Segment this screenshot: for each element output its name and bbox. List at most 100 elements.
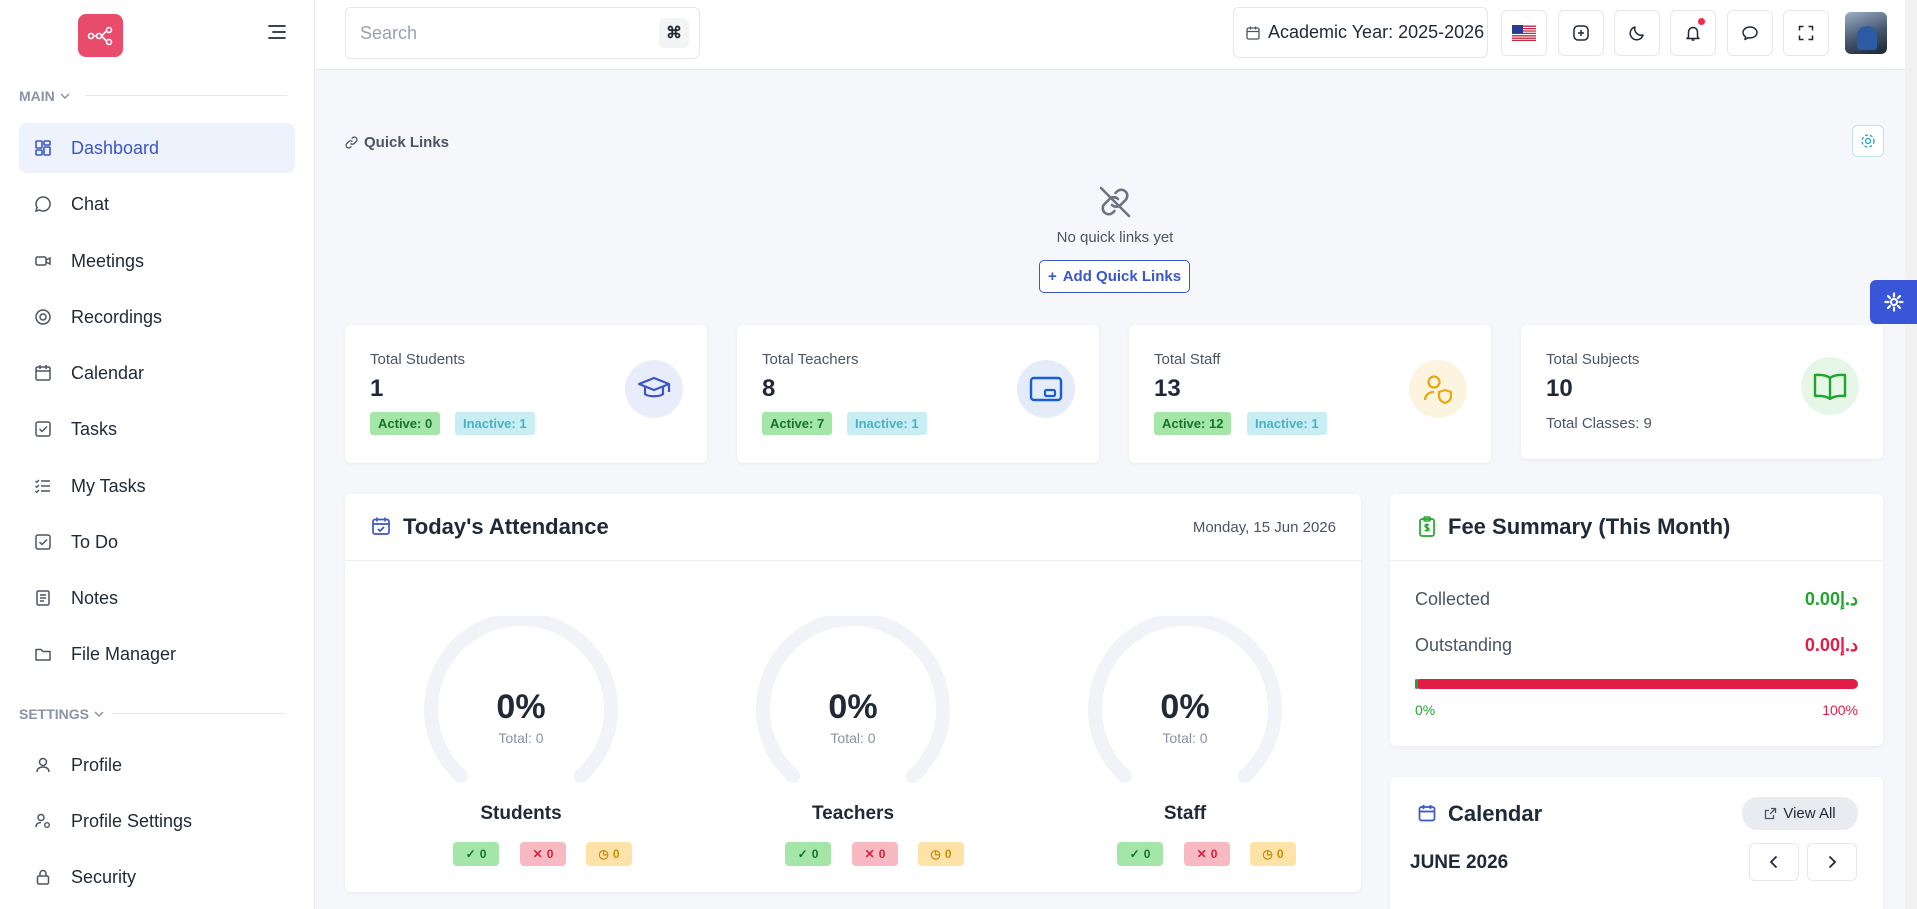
total-classes-text: Total Classes: 9 (1546, 415, 1652, 432)
sidebar-item-file-manager[interactable]: File Manager (19, 629, 295, 679)
collected-value: 0.00د.إ (1804, 589, 1858, 609)
sidebar-item-tasks[interactable]: Tasks (19, 404, 295, 454)
absent-count: 0 (1210, 847, 1218, 861)
chevron-down-icon (60, 93, 70, 100)
link-icon (345, 136, 358, 149)
calendar-icon (1418, 804, 1436, 822)
collection-progress-fill (1415, 679, 1418, 689)
fullscreen-button[interactable] (1783, 10, 1829, 56)
clock-icon: ◷ (1262, 847, 1273, 861)
gauge-label: Teachers (811, 803, 895, 824)
page-scrollbar[interactable] (1905, 0, 1917, 909)
sidebar-item-profile-settings[interactable]: Profile Settings (19, 796, 295, 846)
sidebar: MAIN Dashboard Chat Meetings Recordings … (0, 0, 315, 909)
avatar[interactable] (1845, 12, 1887, 54)
add-quick-links-label: Add Quick Links (1062, 268, 1182, 285)
absent-chip: ✕ 0 (852, 842, 898, 866)
clock-icon: ◷ (598, 847, 609, 861)
gauge-percent: 0% (496, 688, 546, 726)
messages-button[interactable] (1727, 10, 1773, 56)
sidebar-item-meetings[interactable]: Meetings (19, 236, 295, 286)
view-all-button[interactable]: View All (1742, 797, 1858, 830)
sidebar-item-calendar[interactable]: Calendar (19, 348, 295, 398)
gear-icon (1861, 134, 1875, 148)
section-main-label: MAIN (19, 88, 55, 104)
sidebar-item-dashboard[interactable]: Dashboard (19, 123, 295, 173)
notes-icon (31, 586, 55, 610)
attendance-title: Today's Attendance (403, 514, 609, 539)
gauge-ring (1088, 616, 1282, 783)
user-icon (31, 753, 55, 777)
link-off-icon (1096, 183, 1134, 221)
academic-year-label: Academic Year: 2025-2026 (1268, 22, 1485, 42)
calendar-title: Calendar (1448, 801, 1543, 826)
theme-settings-button[interactable] (1870, 280, 1917, 324)
sidebar-item-notes[interactable]: Notes (19, 573, 295, 623)
quick-links-title: Quick Links (345, 134, 449, 151)
calendar-icon (1246, 26, 1260, 40)
late-count: 0 (944, 847, 952, 861)
stat-value: 8 (762, 375, 776, 402)
absent-count: 0 (546, 847, 554, 861)
record-icon (31, 305, 55, 329)
chalkboard-icon (1017, 360, 1075, 418)
stat-card-teachers[interactable]: Total Teachers 8 Active: 7 Inactive: 1 (737, 325, 1099, 463)
sidebar-item-security[interactable]: Security (19, 852, 295, 902)
section-settings-label: SETTINGS (19, 706, 90, 722)
notifications-button[interactable] (1670, 10, 1716, 56)
quick-links-settings-button[interactable] (1852, 125, 1884, 157)
us-flag-icon (1512, 25, 1536, 41)
chevron-right-icon (1828, 855, 1837, 869)
sidebar-item-label: Dashboard (71, 137, 160, 158)
plus-icon: + (1047, 268, 1057, 285)
sidebar-collapse-button[interactable] (268, 24, 286, 40)
view-all-label: View All (1783, 805, 1836, 822)
stat-card-students[interactable]: Total Students 1 Active: 0 Inactive: 1 (345, 325, 707, 463)
app-logo[interactable] (78, 14, 123, 57)
sidebar-item-label: File Manager (71, 643, 177, 664)
check-icon: ✓ (465, 847, 476, 861)
absent-chip: ✕ 0 (1184, 842, 1230, 866)
moon-icon (1629, 26, 1644, 41)
section-divider (112, 713, 285, 714)
outstanding-row: Outstanding 0.00د.إ (1415, 635, 1858, 656)
sidebar-item-profile[interactable]: Profile (19, 740, 295, 790)
sidebar-item-recordings[interactable]: Recordings (19, 292, 295, 342)
stat-value: 1 (370, 375, 384, 402)
sidebar-item-my-tasks[interactable]: My Tasks (19, 461, 295, 511)
user-cog-icon (31, 809, 55, 833)
divider (1390, 560, 1883, 561)
gauge-ring (424, 616, 618, 783)
sidebar-item-todo[interactable]: To Do (19, 517, 295, 567)
check-icon: ✓ (797, 847, 808, 861)
collected-row: Collected 0.00د.إ (1415, 589, 1858, 610)
sidebar-item-chat[interactable]: Chat (19, 179, 295, 229)
calendar-next-button[interactable] (1807, 843, 1857, 881)
search-input[interactable] (346, 8, 626, 58)
gauge-total: Total: 0 (830, 730, 876, 746)
message-icon (1742, 26, 1758, 41)
stat-card-staff[interactable]: Total Staff 13 Active: 12 Inactive: 1 (1129, 325, 1491, 463)
graduation-cap-icon (625, 360, 683, 418)
sidebar-item-label: Chat (71, 193, 110, 214)
stat-value: 10 (1546, 375, 1573, 402)
section-main[interactable]: MAIN (19, 88, 71, 104)
section-settings[interactable]: SETTINGS (19, 706, 105, 722)
add-button[interactable] (1558, 10, 1604, 56)
language-button[interactable] (1501, 10, 1547, 56)
active-badge: Active: 7 (762, 412, 833, 435)
present-count: 0 (479, 847, 487, 861)
present-chip: ✓ 0 (1117, 842, 1163, 866)
calendar-prev-button[interactable] (1749, 843, 1799, 881)
lock-icon (31, 865, 55, 889)
present-count: 0 (1143, 847, 1151, 861)
stat-card-subjects[interactable]: Total Subjects 10 Total Classes: 9 (1521, 325, 1883, 459)
fee-summary-card: Fee Summary (This Month) Collected 0.00د… (1390, 494, 1883, 746)
theme-toggle-button[interactable] (1614, 10, 1660, 56)
notification-dot (1698, 18, 1705, 25)
late-count: 0 (612, 847, 620, 861)
academic-year-selector[interactable]: Academic Year: 2025-2026 (1233, 7, 1488, 58)
sidebar-item-label: Notes (71, 587, 119, 608)
section-divider (85, 95, 287, 96)
add-quick-links-button[interactable]: + Add Quick Links (1039, 260, 1190, 293)
